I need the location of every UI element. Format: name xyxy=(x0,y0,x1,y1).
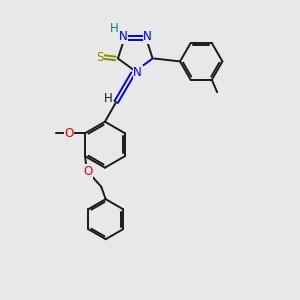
Text: N: N xyxy=(119,30,128,44)
Text: H: H xyxy=(103,92,112,105)
Text: N: N xyxy=(133,66,142,79)
Text: H: H xyxy=(110,22,118,35)
Text: N: N xyxy=(143,30,152,44)
Text: O: O xyxy=(64,127,74,140)
Text: O: O xyxy=(83,165,93,178)
Text: S: S xyxy=(96,50,103,64)
